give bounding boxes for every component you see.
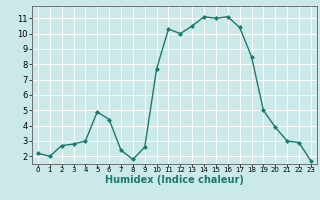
X-axis label: Humidex (Indice chaleur): Humidex (Indice chaleur) [105,175,244,185]
